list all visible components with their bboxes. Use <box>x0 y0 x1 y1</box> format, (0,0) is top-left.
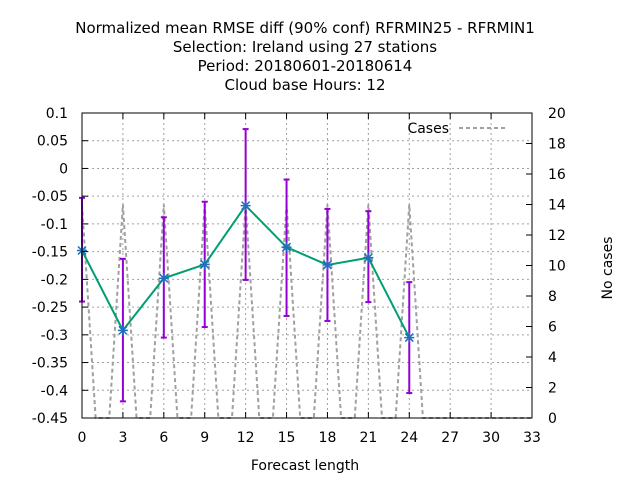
title-line-2: Selection: Ireland using 27 stations <box>173 38 437 56</box>
y-tick-label: -0.4 <box>41 383 68 399</box>
axis-ticks <box>81 112 533 419</box>
x-tick-labels: 0 3 6 9 12 15 18 21 24 27 30 33 <box>78 430 541 446</box>
y-tick-label: -0.25 <box>32 300 68 316</box>
x-axis-label: Forecast length <box>251 458 359 474</box>
x-tick-label: 9 <box>200 430 209 446</box>
cases-series <box>81 204 532 419</box>
y2-tick-label: 12 <box>548 228 566 244</box>
chart-title: Normalized mean RMSE diff (90% conf) RFR… <box>75 19 535 94</box>
x-tick-label: 33 <box>523 430 541 446</box>
data-point <box>363 252 374 263</box>
y-tick-label: -0.05 <box>32 189 68 205</box>
data-point <box>404 332 415 343</box>
main-series <box>77 200 415 343</box>
y-tick-label: 0.1 <box>46 106 68 122</box>
legend-label-cases: Cases <box>407 121 449 137</box>
y-tick-labels: 0.1 0.05 0 -0.05 -0.1 -0.15 -0.2 -0.25 -0.3 -0.35… <box>32 106 68 427</box>
y2-tick-label: 10 <box>548 259 566 275</box>
title-line-4: Cloud base Hours: 12 <box>225 76 386 94</box>
plot-frame <box>81 112 533 419</box>
y-tick-label: 0 <box>59 161 68 177</box>
y2-tick-label: 8 <box>548 289 557 305</box>
data-point <box>158 273 169 284</box>
y-tick-label: 0.05 <box>37 134 68 150</box>
data-point <box>322 259 333 270</box>
grid <box>82 113 532 418</box>
errorbars <box>79 128 413 403</box>
x-tick-label: 24 <box>400 430 418 446</box>
data-point <box>199 259 210 270</box>
y2-tick-label: 6 <box>548 320 557 336</box>
x-tick-label: 21 <box>359 430 377 446</box>
data-point <box>281 242 292 253</box>
y2-tick-label: 20 <box>548 106 566 122</box>
y-tick-label: -0.45 <box>32 411 68 427</box>
y2-tick-label: 18 <box>548 137 566 153</box>
x-tick-label: 27 <box>441 430 459 446</box>
title-line-3: Period: 20180601-20180614 <box>198 57 413 75</box>
y2-tick-label: 16 <box>548 167 566 183</box>
y-tick-label: -0.2 <box>41 272 68 288</box>
legend: Cases <box>407 121 506 137</box>
y-tick-label: -0.1 <box>41 217 68 233</box>
y-tick-label: -0.15 <box>32 245 68 261</box>
y2-tick-label: 0 <box>548 411 557 427</box>
cases-line <box>81 204 532 419</box>
title-line-1: Normalized mean RMSE diff (90% conf) RFR… <box>75 19 535 37</box>
x-tick-label: 6 <box>159 430 168 446</box>
y-tick-label: -0.3 <box>41 328 68 344</box>
x-tick-label: 18 <box>319 430 337 446</box>
y2-tick-label: 14 <box>548 198 566 214</box>
y2-tick-label: 2 <box>548 381 557 397</box>
x-tick-label: 12 <box>237 430 255 446</box>
data-point <box>240 200 251 211</box>
data-point <box>117 325 128 336</box>
y2-tick-label: 4 <box>548 350 557 366</box>
x-tick-label: 0 <box>78 430 87 446</box>
x-tick-label: 15 <box>278 430 296 446</box>
y2-axis-label: No cases <box>600 237 616 300</box>
x-tick-label: 3 <box>118 430 127 446</box>
x-tick-label: 30 <box>482 430 500 446</box>
y-tick-label: -0.35 <box>32 356 68 372</box>
